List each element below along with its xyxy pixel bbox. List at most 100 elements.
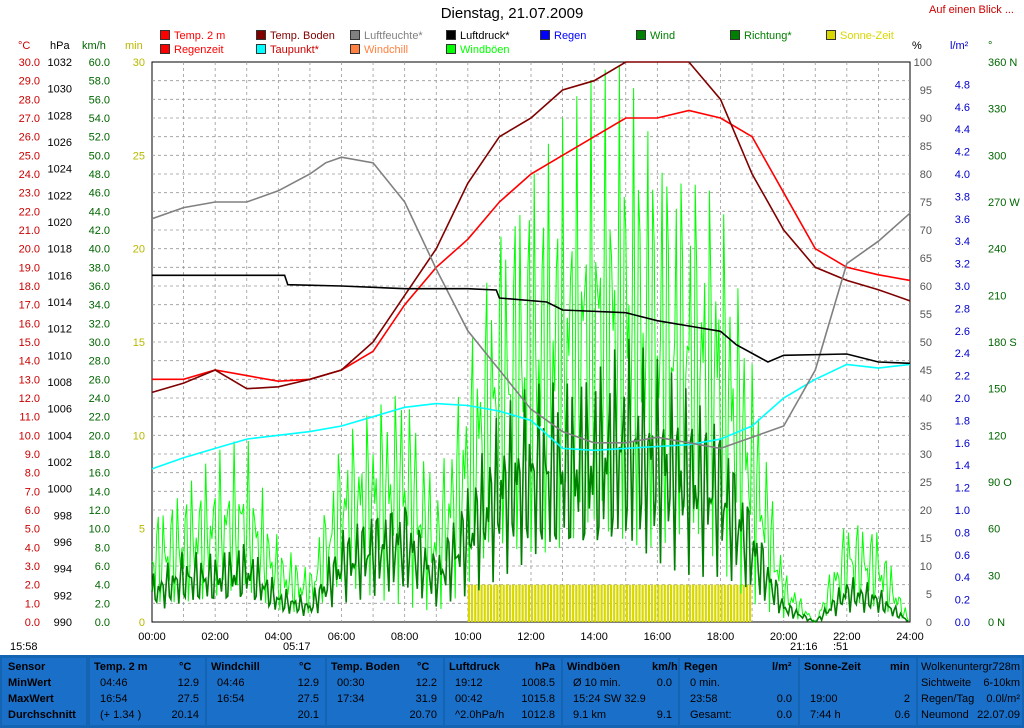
stats-value: 27.5 bbox=[177, 693, 199, 705]
sun-bar bbox=[714, 584, 717, 622]
hpa-tick-label: 1032 bbox=[48, 57, 72, 69]
time-tick-label: 00:00 bbox=[138, 631, 166, 643]
min-tick-label: 5 bbox=[139, 524, 145, 536]
time-tick-label: 04:00 bbox=[265, 631, 293, 643]
kmh-tick-label: 46.0 bbox=[89, 188, 110, 200]
kmh-tick-label: 2.0 bbox=[95, 598, 110, 610]
lm2-tick-label: 3.2 bbox=[955, 259, 970, 271]
legend-item: Wind bbox=[636, 30, 675, 42]
sun-bar bbox=[673, 584, 676, 622]
hpa-tick-label: 1028 bbox=[48, 110, 72, 122]
legend-swatch bbox=[256, 30, 266, 40]
kmh-tick-label: 4.0 bbox=[95, 580, 110, 592]
sun-bar bbox=[628, 584, 632, 622]
kmh-tick-label: 40.0 bbox=[89, 244, 110, 256]
celsius-tick-label: 0.0 bbox=[25, 617, 40, 629]
lm2-tick-label: 0.6 bbox=[955, 550, 970, 562]
kmh-tick-label: 10.0 bbox=[89, 524, 110, 536]
sun-bar bbox=[641, 584, 644, 622]
sun-bar bbox=[723, 584, 726, 622]
sun-bar bbox=[666, 584, 670, 622]
sun-bar bbox=[742, 584, 745, 622]
legend-swatch bbox=[826, 30, 836, 40]
time-tick-label: 02:00 bbox=[201, 631, 229, 643]
percent-tick-label: 10 bbox=[920, 561, 932, 573]
sun-bar bbox=[619, 584, 622, 622]
legend-swatch bbox=[160, 30, 170, 40]
sun-bar bbox=[707, 584, 711, 622]
deg-tick-label: 270 W bbox=[988, 197, 1020, 209]
unit-hpa: hPa bbox=[50, 40, 70, 52]
overview-link[interactable]: Auf einen Blick ... bbox=[929, 4, 1014, 16]
stats-value: 0.0 bbox=[656, 677, 672, 689]
sun-bar bbox=[701, 584, 704, 622]
sun-bar bbox=[499, 584, 502, 622]
stats-value: 20.14 bbox=[171, 709, 199, 721]
legend-label: Sonne-Zeit bbox=[840, 30, 894, 42]
kmh-tick-label: 16.0 bbox=[89, 468, 110, 480]
kmh-tick-label: 54.0 bbox=[89, 113, 110, 125]
celsius-tick-label: 8.0 bbox=[25, 468, 40, 480]
weather-chart: 30.0 29.0 28.0 27.0 26.0 25.0 24.0 23.0 22.0 21.0… bbox=[19, 57, 1021, 643]
sun-bar bbox=[647, 584, 651, 622]
lm2-tick-label: 0.0 bbox=[955, 617, 970, 629]
time-tick-label: 10:00 bbox=[454, 631, 482, 643]
sun-bar bbox=[625, 584, 628, 622]
unit-percent: % bbox=[912, 40, 922, 52]
sun-bar bbox=[549, 584, 553, 622]
stats-value: 1008.5 bbox=[521, 677, 555, 689]
lm2-tick-label: 2.2 bbox=[955, 371, 970, 383]
sun-bar bbox=[518, 584, 521, 622]
legend-label: Luftfeuchte* bbox=[364, 30, 423, 42]
legend-swatch bbox=[446, 30, 456, 40]
stats-group-unit: l/m² bbox=[772, 661, 792, 673]
kmh-tick-label: 48.0 bbox=[89, 169, 110, 181]
kmh-tick-label: 24.0 bbox=[89, 393, 110, 405]
stats-value: 12.9 bbox=[297, 677, 319, 689]
lm2-tick-label: 0.8 bbox=[955, 527, 970, 539]
kmh-tick-label: 52.0 bbox=[89, 132, 110, 144]
sun-bar bbox=[654, 584, 657, 622]
celsius-tick-label: 16.0 bbox=[19, 318, 40, 330]
percent-tick-label: 35 bbox=[920, 421, 932, 433]
stats-time: 7:44 h bbox=[810, 709, 841, 721]
dewpoint-line bbox=[151, 363, 911, 470]
stats-group-unit: min bbox=[890, 661, 910, 673]
time-tick-label: 16:00 bbox=[644, 631, 672, 643]
deg-tick-label: 150 bbox=[988, 384, 1006, 396]
sun-bar bbox=[521, 584, 524, 622]
stats-time: 15:24 SW 32.9 bbox=[573, 693, 646, 705]
sun-bar bbox=[474, 584, 477, 622]
time-tick-label: 18:00 bbox=[707, 631, 735, 643]
hpa-tick-label: 1000 bbox=[48, 484, 72, 496]
hpa-tick-label: 1030 bbox=[48, 84, 72, 96]
stats-time: 0 min. bbox=[690, 677, 720, 689]
kmh-tick-label: 0.0 bbox=[95, 617, 110, 629]
stats-value: 12.2 bbox=[415, 677, 437, 689]
sun-bar bbox=[489, 584, 493, 622]
stats-time: 23:58 bbox=[690, 693, 718, 705]
kmh-tick-label: 6.0 bbox=[95, 561, 110, 573]
legend-label: Windböen bbox=[460, 44, 510, 56]
legend-swatch bbox=[350, 44, 360, 54]
stats-group-unit: km/h bbox=[652, 661, 678, 673]
stats-time: 04:46 bbox=[100, 677, 128, 689]
legend-item: Windböen bbox=[446, 44, 510, 56]
celsius-tick-label: 21.0 bbox=[19, 225, 40, 237]
stats-time: 16:54 bbox=[100, 693, 128, 705]
sun-bar bbox=[669, 584, 673, 622]
stats-value: 12.9 bbox=[177, 677, 199, 689]
legend-item: Sonne-Zeit bbox=[826, 30, 894, 42]
percent-tick-label: 95 bbox=[920, 85, 932, 97]
legend-swatch bbox=[446, 44, 456, 54]
stats-value: 2 bbox=[903, 693, 910, 705]
sun-bar bbox=[512, 584, 515, 622]
stats-value: 27.5 bbox=[297, 693, 319, 705]
celsius-tick-label: 25.0 bbox=[19, 150, 40, 162]
sun-bar bbox=[638, 584, 641, 622]
row-label-min: MinWert bbox=[8, 677, 52, 689]
legend-swatch bbox=[350, 30, 360, 40]
kmh-tick-label: 60.0 bbox=[89, 57, 110, 69]
sun-bar bbox=[663, 584, 666, 622]
celsius-tick-label: 12.0 bbox=[19, 393, 40, 405]
